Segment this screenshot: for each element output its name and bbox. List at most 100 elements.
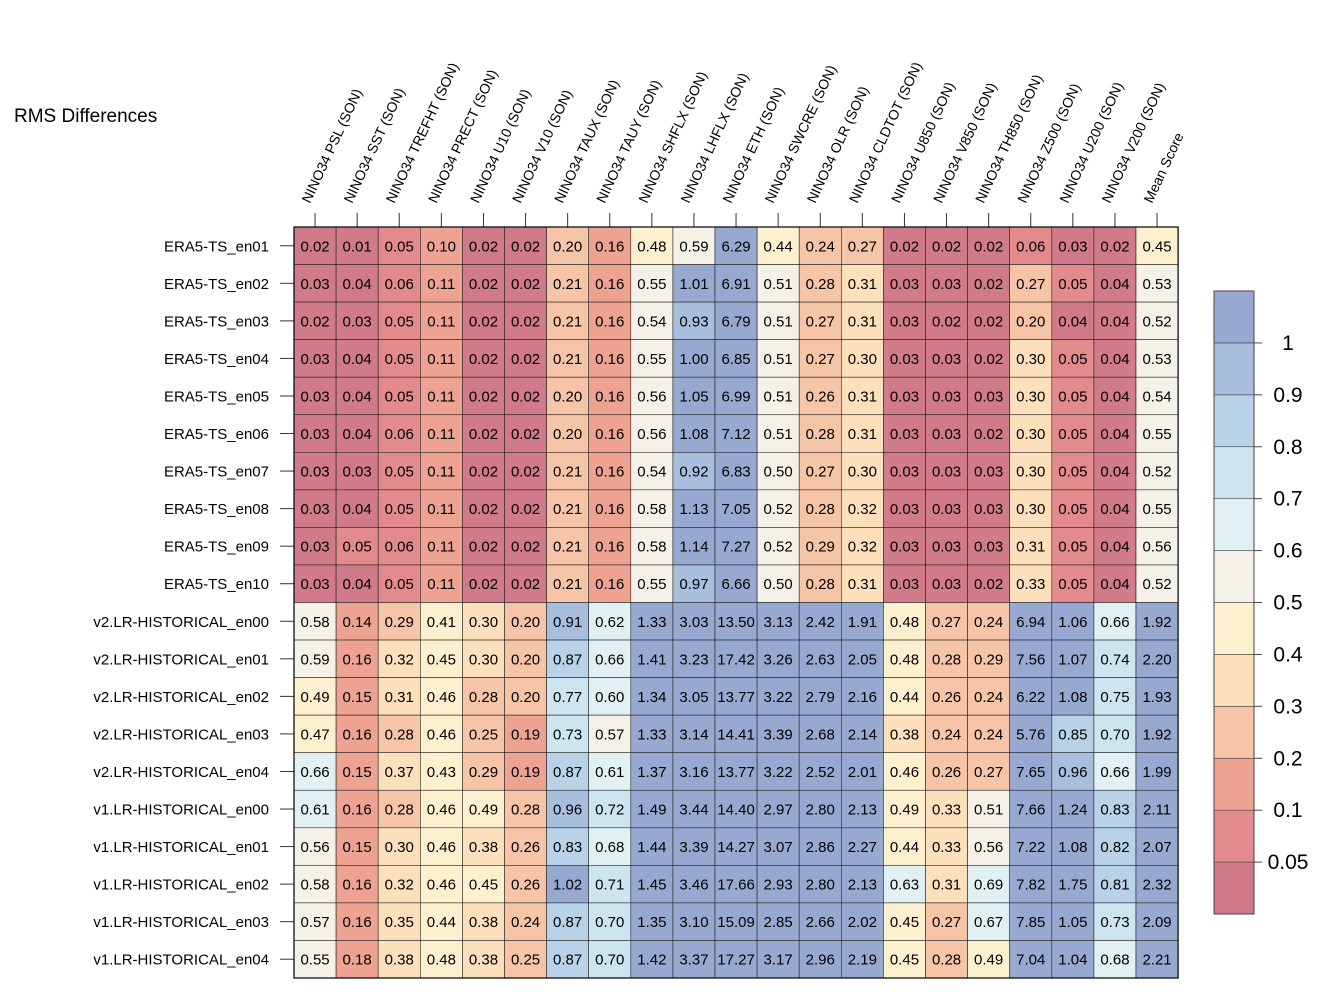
heatmap-cell [925, 827, 968, 866]
cell-value: 0.16 [595, 576, 624, 593]
cell-value: 0.25 [469, 726, 498, 743]
cell-value: 0.27 [974, 764, 1003, 781]
cell-value: 0.28 [932, 651, 961, 668]
colorbar-label: 0.5 [1273, 592, 1302, 615]
heatmap-cell [798, 451, 842, 491]
cell-value: 0.46 [427, 877, 456, 894]
heatmap-cell [967, 264, 1010, 303]
heatmap-cell [1135, 827, 1179, 866]
heatmap-cell [462, 564, 505, 603]
colorbar-segment [1213, 602, 1255, 655]
cell-value: 0.05 [1058, 539, 1087, 556]
heatmap-cell [925, 902, 968, 941]
heatmap-cell [293, 752, 337, 791]
cell-value: 0.20 [511, 614, 540, 631]
heatmap-cell [630, 902, 674, 941]
heatmap-cell [672, 527, 716, 566]
heatmap-cell [504, 902, 547, 941]
cell-value: 0.06 [385, 276, 414, 293]
heatmap-cell [546, 865, 589, 904]
colorbar-segment [1213, 342, 1255, 396]
heatmap-cell [504, 451, 547, 491]
heatmap-cell [462, 789, 505, 829]
cell-value: 0.45 [1142, 238, 1171, 255]
cell-value: 0.44 [890, 839, 919, 856]
cell-value: 0.03 [300, 576, 329, 593]
heatmap-cell [1009, 940, 1053, 979]
cell-value: 6.79 [721, 313, 750, 330]
cell-value: 0.02 [300, 238, 329, 255]
heatmap-cell [967, 902, 1010, 941]
heatmap-cell [967, 602, 1010, 641]
cell-value: 3.46 [679, 877, 708, 894]
cell-value: 2.09 [1142, 914, 1171, 931]
heatmap-cell [1009, 264, 1053, 303]
heatmap-cell [546, 376, 589, 416]
cell-value: 0.54 [637, 313, 666, 330]
cell-value: 0.02 [469, 501, 498, 518]
cell-value: 0.02 [974, 576, 1003, 593]
heatmap-cell [925, 301, 968, 340]
heatmap-cell [630, 714, 674, 754]
heatmap-cell [1009, 865, 1053, 904]
heatmap-cell [840, 489, 884, 528]
cell-value: 6.83 [721, 464, 750, 481]
cell-value: 1.06 [1058, 614, 1087, 631]
cell-value: 0.03 [300, 351, 329, 368]
row-labels: ERA5-TS_en01 ERA5-TS_en02 ERA5-TS_en03 ERA5… [93, 238, 294, 969]
cell-value: 1.41 [637, 651, 666, 668]
cell-value: 0.51 [764, 426, 793, 443]
cell-value: 1.93 [1142, 689, 1171, 706]
cell-value: 0.16 [595, 238, 624, 255]
heatmap-cell [630, 489, 674, 528]
heatmap-cell [756, 639, 800, 678]
cell-value: 0.16 [595, 313, 624, 330]
heatmap-cell [798, 602, 842, 641]
cell-value: 3.22 [764, 689, 793, 706]
cell-value: 0.31 [848, 388, 877, 405]
heatmap-cell [798, 789, 842, 829]
heatmap-cell [419, 339, 463, 378]
cell-value: 0.26 [511, 839, 540, 856]
cell-value: 3.44 [679, 802, 708, 819]
heatmap-cell [630, 339, 674, 378]
cell-value: 0.05 [385, 576, 414, 593]
cell-value: 1.44 [637, 839, 666, 856]
cell-value: 0.32 [385, 651, 414, 668]
cell-value: 0.02 [469, 276, 498, 293]
heatmap-cell [967, 489, 1010, 528]
cell-value: 0.05 [1058, 576, 1087, 593]
heatmap-cell [546, 226, 589, 265]
cell-value: 0.81 [1100, 877, 1129, 894]
cell-value: 7.12 [721, 426, 750, 443]
cell-value: 0.44 [890, 689, 919, 706]
heatmap-cell [883, 714, 926, 754]
cell-value: 0.30 [469, 651, 498, 668]
cell-value: 0.21 [553, 464, 582, 481]
cell-value: 0.11 [427, 313, 455, 330]
cell-value: 14.40 [717, 802, 755, 819]
heatmap-cell [1135, 527, 1179, 566]
heatmap-cell [419, 527, 463, 566]
heatmap-cell [1009, 639, 1053, 678]
cell-value: 0.62 [595, 614, 624, 631]
cell-value: 0.43 [427, 764, 456, 781]
cell-value: 0.59 [679, 238, 708, 255]
cell-value: 0.72 [595, 802, 624, 819]
cell-value: 5.76 [1016, 726, 1045, 743]
cell-value: 0.11 [427, 276, 455, 293]
cell-value: 0.46 [890, 764, 919, 781]
cell-value: 0.02 [511, 539, 540, 556]
heatmap-cell [1051, 527, 1095, 566]
heatmap-cell [630, 677, 674, 716]
cell-value: 3.07 [764, 839, 793, 856]
cell-value: 0.27 [806, 351, 835, 368]
colorbar-segment [1213, 861, 1255, 915]
heatmap-cell [1135, 940, 1179, 979]
heatmap-cell [883, 376, 926, 416]
cell-value: 0.83 [1100, 802, 1129, 819]
cell-value: 1.00 [679, 351, 708, 368]
cell-value: 2.13 [848, 802, 877, 819]
heatmap-cell [840, 414, 884, 453]
heatmap-cell [588, 339, 632, 378]
